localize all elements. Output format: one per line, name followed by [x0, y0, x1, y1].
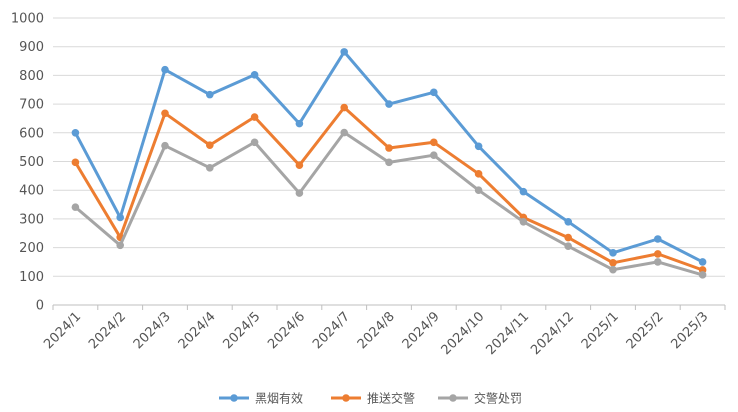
data-point — [609, 265, 617, 274]
data-point — [385, 144, 393, 152]
series-3 — [71, 128, 707, 279]
data-point — [474, 186, 483, 194]
data-point — [654, 258, 662, 266]
legend-label: 交警处罚 — [474, 391, 522, 406]
data-point — [385, 100, 393, 108]
data-point — [116, 213, 124, 222]
y-tick-label: 800 — [19, 69, 44, 84]
x-tick-label: 2025/2 — [624, 309, 667, 352]
legend-marker — [449, 394, 457, 402]
data-point — [474, 142, 483, 151]
x-axis-ticks: 2024/1 2024/2 2024/3 2024/4 2024/5 2024/6 2024… — [41, 309, 711, 358]
legend-marker — [342, 394, 350, 402]
data-point — [295, 119, 304, 128]
data-point — [340, 48, 349, 56]
x-tick-label: 2024/1 — [41, 309, 84, 352]
y-axis-ticks: 0 100 200 300 400 500 600 700 800 900 1000 — [11, 12, 44, 314]
data-point — [519, 217, 528, 226]
x-tick-label: 2024/11 — [483, 309, 532, 358]
x-tick-label: 2024/2 — [86, 309, 129, 352]
data-point — [295, 189, 304, 197]
data-point — [609, 248, 617, 257]
data-point — [698, 258, 707, 266]
y-tick-label: 300 — [19, 212, 44, 227]
y-tick-label: 200 — [19, 241, 44, 256]
x-tick-label: 2024/8 — [355, 309, 398, 352]
legend-label: 推送交警 — [367, 391, 415, 406]
x-tick-label: 2025/1 — [579, 309, 622, 352]
data-point — [698, 271, 707, 279]
x-tick-label: 2024/5 — [220, 309, 263, 352]
x-tick-label: 2024/7 — [310, 309, 353, 352]
x-tick-label: 2024/3 — [131, 309, 174, 352]
data-point — [250, 138, 259, 147]
data-point — [564, 242, 572, 250]
y-tick-label: 700 — [19, 98, 44, 113]
data-point — [654, 250, 662, 258]
data-point — [385, 158, 393, 167]
series-group — [71, 48, 707, 279]
data-point — [206, 164, 214, 172]
data-point — [564, 217, 572, 226]
x-tick-label: 2024/10 — [439, 309, 488, 358]
data-point — [430, 88, 438, 97]
data-point — [564, 233, 572, 242]
data-point — [654, 235, 662, 243]
data-point — [250, 113, 259, 121]
y-tick-label: 400 — [19, 184, 44, 199]
series-line — [73, 131, 705, 277]
y-tick-label: 0 — [36, 299, 44, 314]
y-tick-label: 900 — [19, 40, 44, 55]
series-line — [73, 106, 705, 272]
data-point — [161, 65, 169, 74]
data-point — [250, 71, 259, 79]
y-tick-label: 500 — [19, 155, 44, 170]
data-point — [430, 151, 438, 159]
legend-item: 推送交警 — [331, 391, 415, 406]
y-tick-label: 600 — [19, 126, 44, 141]
data-point — [71, 203, 80, 211]
legend-label: 黑烟有效 — [255, 391, 303, 406]
x-tick-label: 2024/12 — [528, 309, 577, 358]
data-point — [206, 141, 214, 149]
data-point — [295, 161, 304, 170]
legend: 黑烟有效 推送交警 交警处罚 — [219, 391, 522, 406]
legend-item: 黑烟有效 — [219, 391, 303, 406]
x-tick-label: 2024/6 — [265, 309, 308, 352]
legend-marker — [230, 394, 238, 402]
data-point — [340, 128, 349, 137]
x-tick-label: 2024/4 — [176, 309, 219, 352]
data-point — [340, 103, 349, 112]
x-tick-label: 2024/9 — [400, 309, 443, 352]
data-point — [161, 141, 169, 150]
data-point — [519, 187, 528, 196]
series-2 — [71, 103, 707, 274]
x-axis — [52, 304, 726, 310]
data-point — [206, 90, 214, 99]
legend-item: 交警处罚 — [438, 391, 522, 406]
y-tick-label: 1000 — [11, 12, 44, 27]
data-point — [161, 109, 169, 118]
series-line — [73, 50, 705, 264]
series-1 — [71, 48, 707, 266]
y-tick-label: 100 — [19, 270, 44, 285]
data-point — [430, 138, 438, 147]
x-tick-label: 2025/3 — [668, 309, 711, 352]
data-point — [71, 129, 80, 137]
data-point — [474, 170, 483, 178]
data-point — [609, 259, 617, 267]
data-point — [116, 241, 124, 250]
data-point — [71, 158, 80, 167]
